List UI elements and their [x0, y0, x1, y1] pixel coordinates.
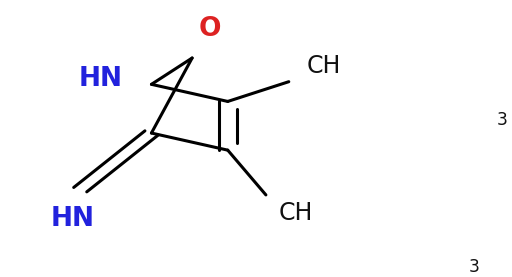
Text: HN: HN [78, 66, 122, 92]
Text: O: O [199, 16, 221, 42]
Text: CH: CH [279, 201, 313, 225]
Text: CH: CH [307, 54, 341, 78]
Text: HN: HN [51, 206, 95, 232]
Text: 3: 3 [497, 111, 508, 129]
Text: 3: 3 [469, 258, 480, 276]
